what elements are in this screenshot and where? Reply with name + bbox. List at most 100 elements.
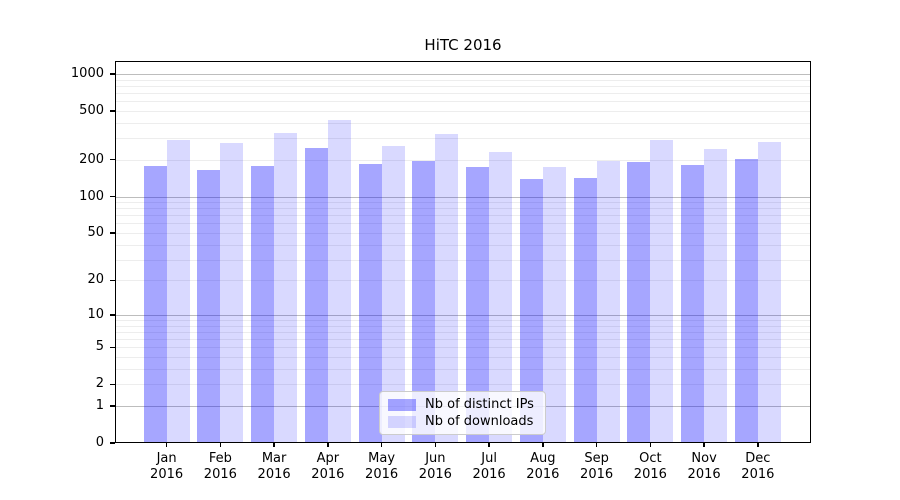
gridline-minor — [116, 79, 810, 81]
bar-downloads-aug — [542, 166, 566, 442]
y-tick-mark — [110, 314, 115, 316]
x-tick-mark — [380, 443, 383, 447]
bar-downloads-apr — [327, 119, 351, 442]
bar-distinct-ips-may — [358, 163, 382, 442]
y-tick-label: 20 — [87, 272, 104, 288]
gridline-minor — [116, 244, 810, 246]
legend-label-distinct-ips: Nb of distinct IPs — [425, 397, 534, 412]
y-tick-label: 0 — [95, 435, 104, 450]
bar-downloads-jan — [166, 139, 190, 442]
y-tick-mark — [110, 279, 115, 282]
gridline-minor — [116, 122, 810, 124]
y-tick-label: 1000 — [70, 66, 104, 81]
gridline-minor — [116, 347, 810, 349]
chart-title: HiTC 2016 — [424, 36, 502, 54]
x-tick-label: Jan 2016 — [150, 451, 184, 482]
y-tick-label: 5 — [95, 339, 104, 355]
gridline-major — [116, 314, 810, 316]
y-tick-mark — [110, 110, 115, 112]
x-tick-label: Oct 2016 — [633, 451, 667, 482]
x-tick-label: Nov 2016 — [687, 451, 721, 482]
legend-swatch-distinct-ips — [388, 398, 416, 411]
y-tick-label: 10 — [87, 306, 104, 322]
y-tick-mark — [110, 159, 115, 161]
bar-downloads-jul — [489, 152, 513, 442]
bar-downloads-may — [381, 146, 405, 442]
gridline-minor — [116, 159, 810, 161]
bar-distinct-ips-nov — [681, 165, 705, 442]
legend-row-distinct-ips: Nb of distinct IPs — [388, 397, 537, 412]
gridline-minor — [116, 280, 810, 282]
x-tick-label: Aug 2016 — [526, 451, 560, 482]
bar-downloads-mar — [274, 133, 298, 442]
bar-distinct-ips-oct — [627, 161, 651, 442]
y-tick-label: 50 — [87, 224, 104, 240]
bar-downloads-dec — [757, 142, 781, 442]
gridline-minor — [116, 93, 810, 95]
x-tick-mark — [327, 443, 329, 447]
x-tick-mark — [595, 443, 598, 447]
x-tick-label: May 2016 — [365, 451, 399, 482]
bar-distinct-ips-jul — [466, 167, 490, 442]
x-tick-mark — [434, 443, 437, 447]
gridline-minor — [116, 223, 810, 225]
gridline-minor — [116, 215, 810, 217]
gridline-minor — [116, 232, 810, 234]
y-tick-mark — [110, 405, 115, 407]
y-tick-mark — [110, 346, 115, 348]
y-tick-label: 1 — [95, 397, 104, 413]
bar-downloads-nov — [704, 148, 728, 442]
y-tick-mark — [110, 195, 115, 198]
gridline-minor — [116, 259, 810, 261]
x-tick-mark — [703, 443, 705, 447]
x-tick-mark — [273, 443, 275, 447]
bar-distinct-ips-jan — [143, 165, 167, 442]
gridline-minor — [116, 339, 810, 341]
bar-downloads-jun — [435, 134, 459, 442]
y-tick-label: 200 — [79, 151, 104, 167]
legend: Nb of distinct IPs Nb of downloads — [379, 391, 546, 435]
x-tick-mark — [757, 443, 759, 447]
y-tick-mark — [110, 442, 115, 444]
bar-distinct-ips-mar — [251, 165, 275, 442]
legend-label-downloads: Nb of downloads — [425, 414, 534, 429]
legend-swatch-downloads — [388, 415, 416, 428]
bar-downloads-feb — [220, 142, 244, 442]
x-tick-label: Sep 2016 — [580, 451, 614, 482]
bar-downloads-sep — [596, 160, 620, 442]
bar-distinct-ips-feb — [197, 169, 221, 442]
gridline-minor — [116, 331, 810, 333]
bar-distinct-ips-aug — [519, 179, 543, 442]
gridline-minor — [116, 325, 810, 327]
y-tick-label: 500 — [79, 102, 104, 118]
y-tick-mark — [110, 383, 115, 385]
bar-distinct-ips-jun — [412, 160, 436, 442]
x-tick-mark — [649, 443, 652, 447]
bar-distinct-ips-dec — [734, 159, 758, 442]
gridline-major — [116, 74, 810, 75]
x-tick-mark — [219, 443, 222, 447]
gridline-minor — [116, 384, 810, 386]
x-tick-mark — [542, 443, 544, 447]
x-tick-label: Mar 2016 — [257, 451, 291, 482]
bar-downloads-oct — [650, 139, 674, 442]
x-tick-mark — [165, 443, 168, 447]
gridline-minor — [116, 138, 810, 140]
gridline-minor — [116, 202, 810, 204]
gridline-minor — [116, 208, 810, 210]
gridline-minor — [116, 110, 810, 112]
x-tick-label: Apr 2016 — [311, 451, 345, 482]
plot-area — [115, 61, 811, 443]
x-tick-label: Feb 2016 — [203, 451, 237, 482]
x-tick-mark — [488, 443, 490, 447]
x-tick-label: Dec 2016 — [741, 451, 775, 482]
gridline-minor — [116, 101, 810, 103]
x-tick-label: Jul 2016 — [472, 451, 506, 482]
legend-row-downloads: Nb of downloads — [388, 414, 537, 429]
gridline-minor — [116, 320, 810, 322]
gridline-minor — [116, 368, 810, 370]
y-tick-mark — [110, 232, 115, 234]
gridline-minor — [116, 85, 810, 87]
gridline-major — [116, 196, 810, 198]
